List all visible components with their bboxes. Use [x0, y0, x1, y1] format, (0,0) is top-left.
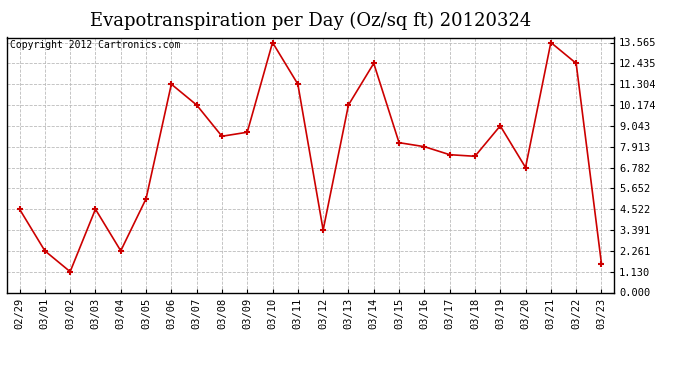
- Text: Evapotranspiration per Day (Oz/sq ft) 20120324: Evapotranspiration per Day (Oz/sq ft) 20…: [90, 11, 531, 30]
- Text: Copyright 2012 Cartronics.com: Copyright 2012 Cartronics.com: [10, 40, 180, 50]
